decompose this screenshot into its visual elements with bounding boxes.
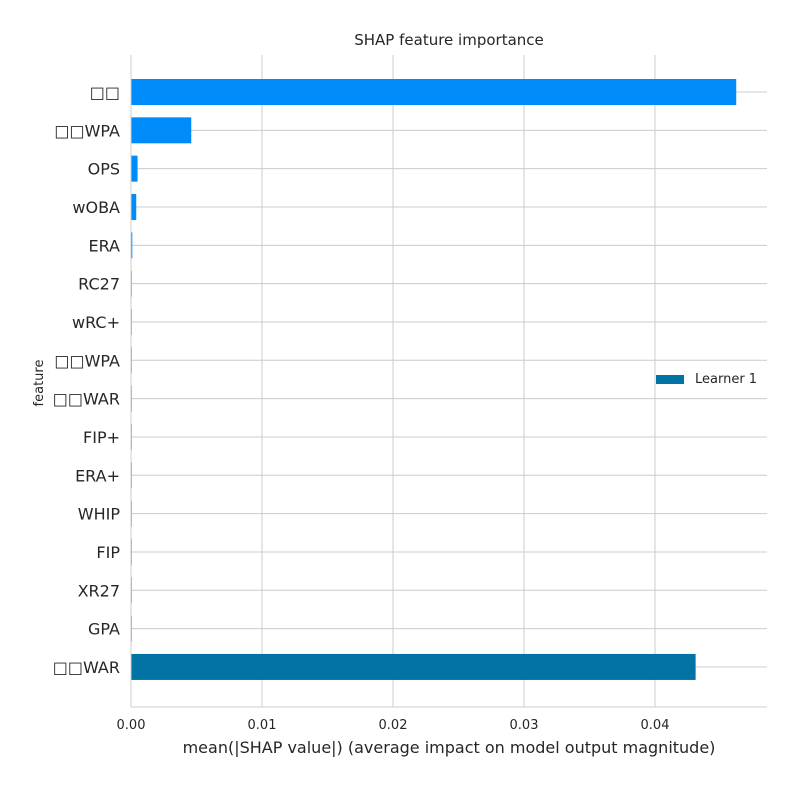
y-tick-label: wOBA bbox=[72, 198, 120, 217]
x-tick-label: 0.03 bbox=[510, 718, 539, 733]
bar-1 bbox=[131, 117, 192, 144]
y-tick-label: GPA bbox=[88, 620, 120, 639]
bar-layer bbox=[131, 79, 737, 680]
y-tick-label: □□WAR bbox=[53, 390, 120, 409]
y-tick-label: ERA+ bbox=[75, 466, 120, 485]
x-axis-label: mean(|SHAP value|) (average impact on mo… bbox=[183, 738, 716, 757]
bar-2 bbox=[131, 155, 138, 182]
bar-4 bbox=[131, 232, 133, 259]
x-tick-label: 0.04 bbox=[641, 718, 670, 733]
y-tick-label: OPS bbox=[88, 160, 120, 179]
y-tick-label: wRC+ bbox=[72, 313, 120, 332]
y-tick-label: XR27 bbox=[78, 581, 120, 600]
legend: Learner 1 bbox=[646, 364, 764, 394]
y-tick-label: RC27 bbox=[78, 275, 120, 294]
grid-layer bbox=[131, 55, 767, 707]
bar-0 bbox=[131, 79, 737, 105]
y-tick-label: FIP bbox=[96, 543, 120, 562]
x-tick-label: 0.02 bbox=[379, 718, 408, 733]
x-tick-labels: 0.00 0.01 0.02 0.03 0.04 bbox=[117, 718, 670, 733]
bar-3 bbox=[131, 193, 137, 220]
y-tick-label: ERA bbox=[88, 236, 120, 255]
y-tick-label: □□WPA bbox=[54, 121, 120, 140]
y-axis-label: feature bbox=[32, 360, 47, 407]
y-tick-label: □□WAR bbox=[53, 658, 120, 677]
chart-title: SHAP feature importance bbox=[354, 31, 544, 49]
y-tick-labels: □□ □□WPA OPS wOBA ERA RC27 wRC+ □□WPA □□WAR FIP+ E… bbox=[53, 83, 121, 677]
x-tick-label: 0.01 bbox=[248, 718, 277, 733]
y-tick-label: □□ bbox=[90, 83, 120, 102]
y-tick-label: □□WPA bbox=[54, 351, 120, 370]
y-tick-label: FIP+ bbox=[83, 428, 120, 447]
bar-15 bbox=[131, 653, 696, 680]
legend-label-learner-1: Learner 1 bbox=[695, 372, 758, 387]
y-tick-label: WHIP bbox=[78, 505, 121, 524]
x-tick-label: 0.00 bbox=[117, 718, 146, 733]
legend-swatch-learner-1 bbox=[656, 375, 684, 384]
